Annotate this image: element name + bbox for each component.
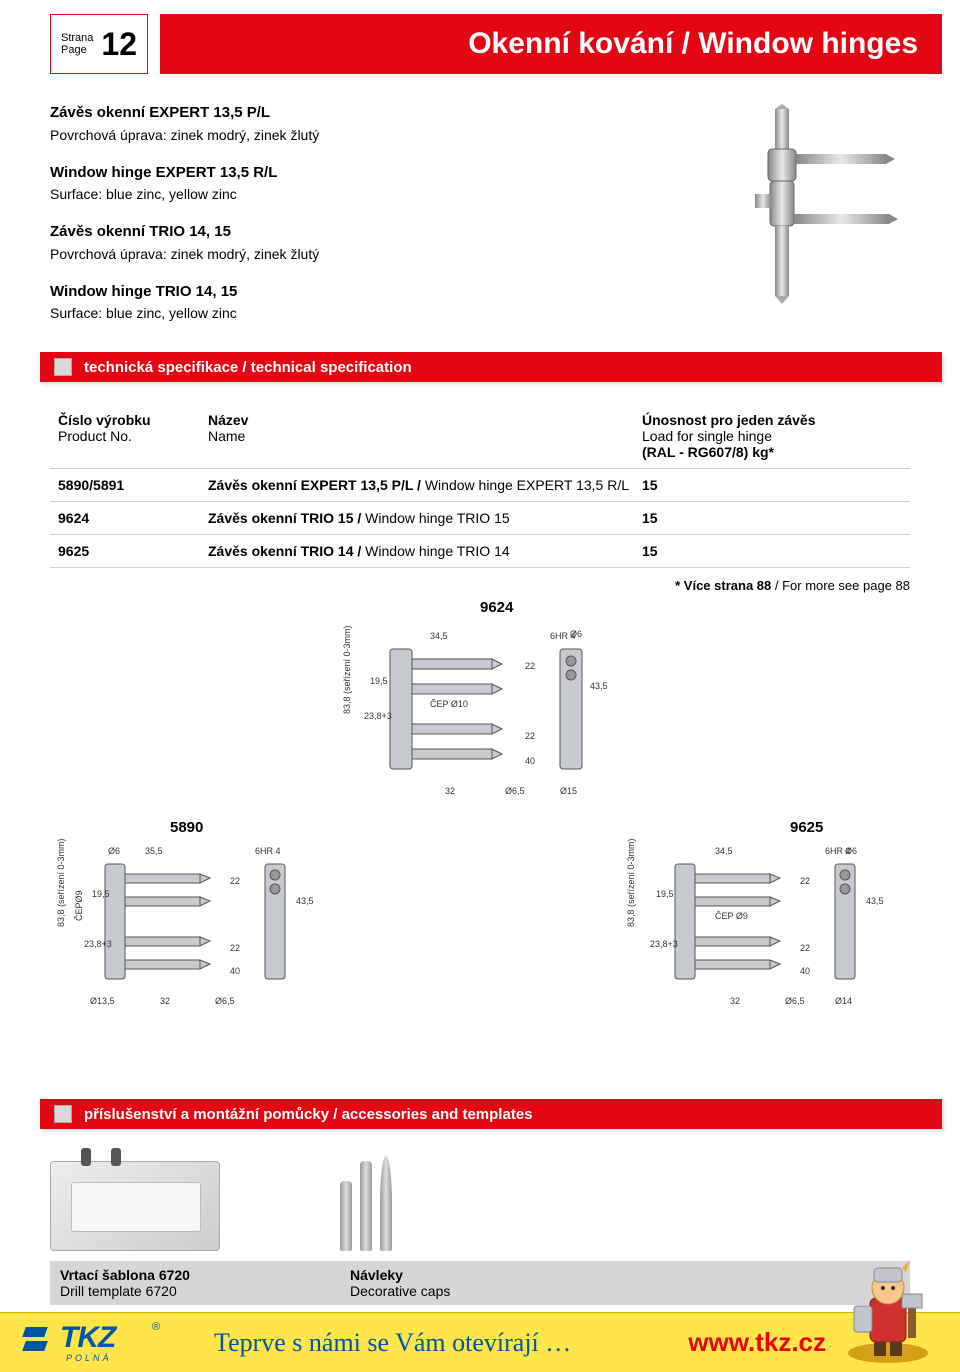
svg-text:ČEP Ø10: ČEP Ø10	[430, 699, 468, 709]
svg-text:Ø14: Ø14	[835, 996, 852, 1006]
accessory-images	[50, 1141, 910, 1251]
svg-text:22: 22	[800, 943, 810, 953]
svg-text:43,5: 43,5	[296, 896, 314, 906]
product-photo	[680, 104, 900, 324]
footer-slogan: Teprve s námi se Vám otevírají …	[174, 1328, 688, 1358]
svg-text:19,5: 19,5	[656, 889, 674, 899]
svg-text:Ø6: Ø6	[570, 629, 582, 639]
accessory-sub: Decorative caps	[350, 1283, 450, 1299]
svg-text:23,8+3: 23,8+3	[364, 711, 392, 721]
svg-text:23,8+3: 23,8+3	[650, 939, 678, 949]
accessory-sub: Drill template 6720	[60, 1283, 177, 1299]
page-number: 12	[101, 26, 137, 63]
svg-text:35,5: 35,5	[145, 846, 163, 856]
svg-text:6HR 4: 6HR 4	[255, 846, 281, 856]
svg-text:19,5: 19,5	[92, 889, 110, 899]
diagram-label-9625: 9625	[790, 819, 823, 836]
svg-text:Ø6,5: Ø6,5	[785, 996, 805, 1006]
svg-text:34,5: 34,5	[430, 631, 448, 641]
svg-text:32: 32	[730, 996, 740, 1006]
diagram-label-5890: 5890	[170, 819, 203, 836]
page-number-box: Strana Page 12	[50, 14, 148, 74]
svg-text:ČEPØ9: ČEPØ9	[74, 890, 84, 921]
svg-text:43,5: 43,5	[866, 896, 884, 906]
svg-text:ČEP Ø9: ČEP Ø9	[715, 911, 748, 921]
svg-text:32: 32	[160, 996, 170, 1006]
svg-text:22: 22	[230, 876, 240, 886]
svg-text:22: 22	[800, 876, 810, 886]
technical-diagrams: 9624 34,5 6HR 4 ČEP Ø10 83,8 (seřízení 0…	[50, 599, 910, 1059]
table-footnote: * Více strana 88 / For more see page 88	[0, 578, 910, 593]
svg-text:83,8 (seřízení 0-3mm): 83,8 (seřízení 0-3mm)	[56, 839, 66, 927]
page-title: Okenní kování / Window hinges	[160, 14, 942, 74]
decorative-caps-image	[340, 1151, 430, 1251]
accessory-title: Návleky	[350, 1267, 403, 1283]
svg-text:83,8 (seřízení 0-3mm): 83,8 (seřízení 0-3mm)	[626, 839, 636, 927]
svg-text:Ø6,5: Ø6,5	[215, 996, 235, 1006]
table-header: Číslo výrobkuProduct No. NázevName Únosn…	[50, 404, 910, 469]
diagram-label-9624: 9624	[480, 599, 513, 616]
svg-text:Ø6: Ø6	[845, 846, 857, 856]
svg-text:23,8+3: 23,8+3	[84, 939, 112, 949]
table-row: 9625 Závěs okenní TRIO 14 / Window hinge…	[50, 535, 910, 568]
spec-table: Číslo výrobkuProduct No. NázevName Únosn…	[50, 404, 910, 568]
table-row: 5890/5891 Závěs okenní EXPERT 13,5 P/L /…	[50, 469, 910, 502]
svg-text:40: 40	[230, 966, 240, 976]
table-row: 9624 Závěs okenní TRIO 15 / Window hinge…	[50, 502, 910, 535]
page-header: Strana Page 12 Okenní kování / Window hi…	[0, 14, 942, 74]
diagram-5890: 35,5 6HR 4 ČEPØ9 83,8 (seřízení 0-3mm) 3…	[50, 839, 350, 1039]
svg-text:22: 22	[525, 661, 535, 671]
accessory-labels: Vrtací šablona 6720 Drill template 6720 …	[50, 1261, 910, 1305]
section-title: technická specifikace / technical specif…	[84, 359, 412, 376]
svg-text:43,5: 43,5	[590, 681, 608, 691]
page-footer: TKZ ® POLNÁ Teprve s námi se Vám otevíra…	[0, 1312, 960, 1372]
page: Strana Page 12 Okenní kování / Window hi…	[0, 14, 960, 1305]
svg-text:Ø6,5: Ø6,5	[505, 786, 525, 796]
svg-text:34,5: 34,5	[715, 846, 733, 856]
svg-text:Ø6: Ø6	[108, 846, 120, 856]
svg-text:83,8 (seřízení 0-3mm): 83,8 (seřízení 0-3mm)	[342, 625, 352, 714]
diagram-9625: 34,5 6HR 4 ČEP Ø9 83,8 (seřízení 0-3mm) …	[620, 839, 920, 1039]
section-title: příslušenství a montážní pomůcky / acces…	[84, 1106, 533, 1123]
mascot-icon	[840, 1258, 936, 1368]
section-technical-spec: technická specifikace / technical specif…	[40, 352, 942, 382]
diagram-9624: 34,5 6HR 4 ČEP Ø10 83,8 (seřízení 0-3mm)…	[330, 619, 650, 829]
svg-text:19,5: 19,5	[370, 676, 388, 686]
section-marker-icon	[54, 358, 72, 376]
section-accessories: příslušenství a montážní pomůcky / acces…	[40, 1099, 942, 1129]
svg-text:40: 40	[800, 966, 810, 976]
svg-text:32: 32	[445, 786, 455, 796]
accessory-title: Vrtací šablona 6720	[60, 1267, 190, 1283]
svg-text:40: 40	[525, 756, 535, 766]
page-label: Strana Page	[61, 32, 93, 56]
svg-text:Ø15: Ø15	[560, 786, 577, 796]
drill-template-image	[50, 1161, 220, 1251]
svg-text:22: 22	[230, 943, 240, 953]
svg-text:Ø13,5: Ø13,5	[90, 996, 115, 1006]
section-marker-icon	[54, 1105, 72, 1123]
svg-text:22: 22	[525, 731, 535, 741]
